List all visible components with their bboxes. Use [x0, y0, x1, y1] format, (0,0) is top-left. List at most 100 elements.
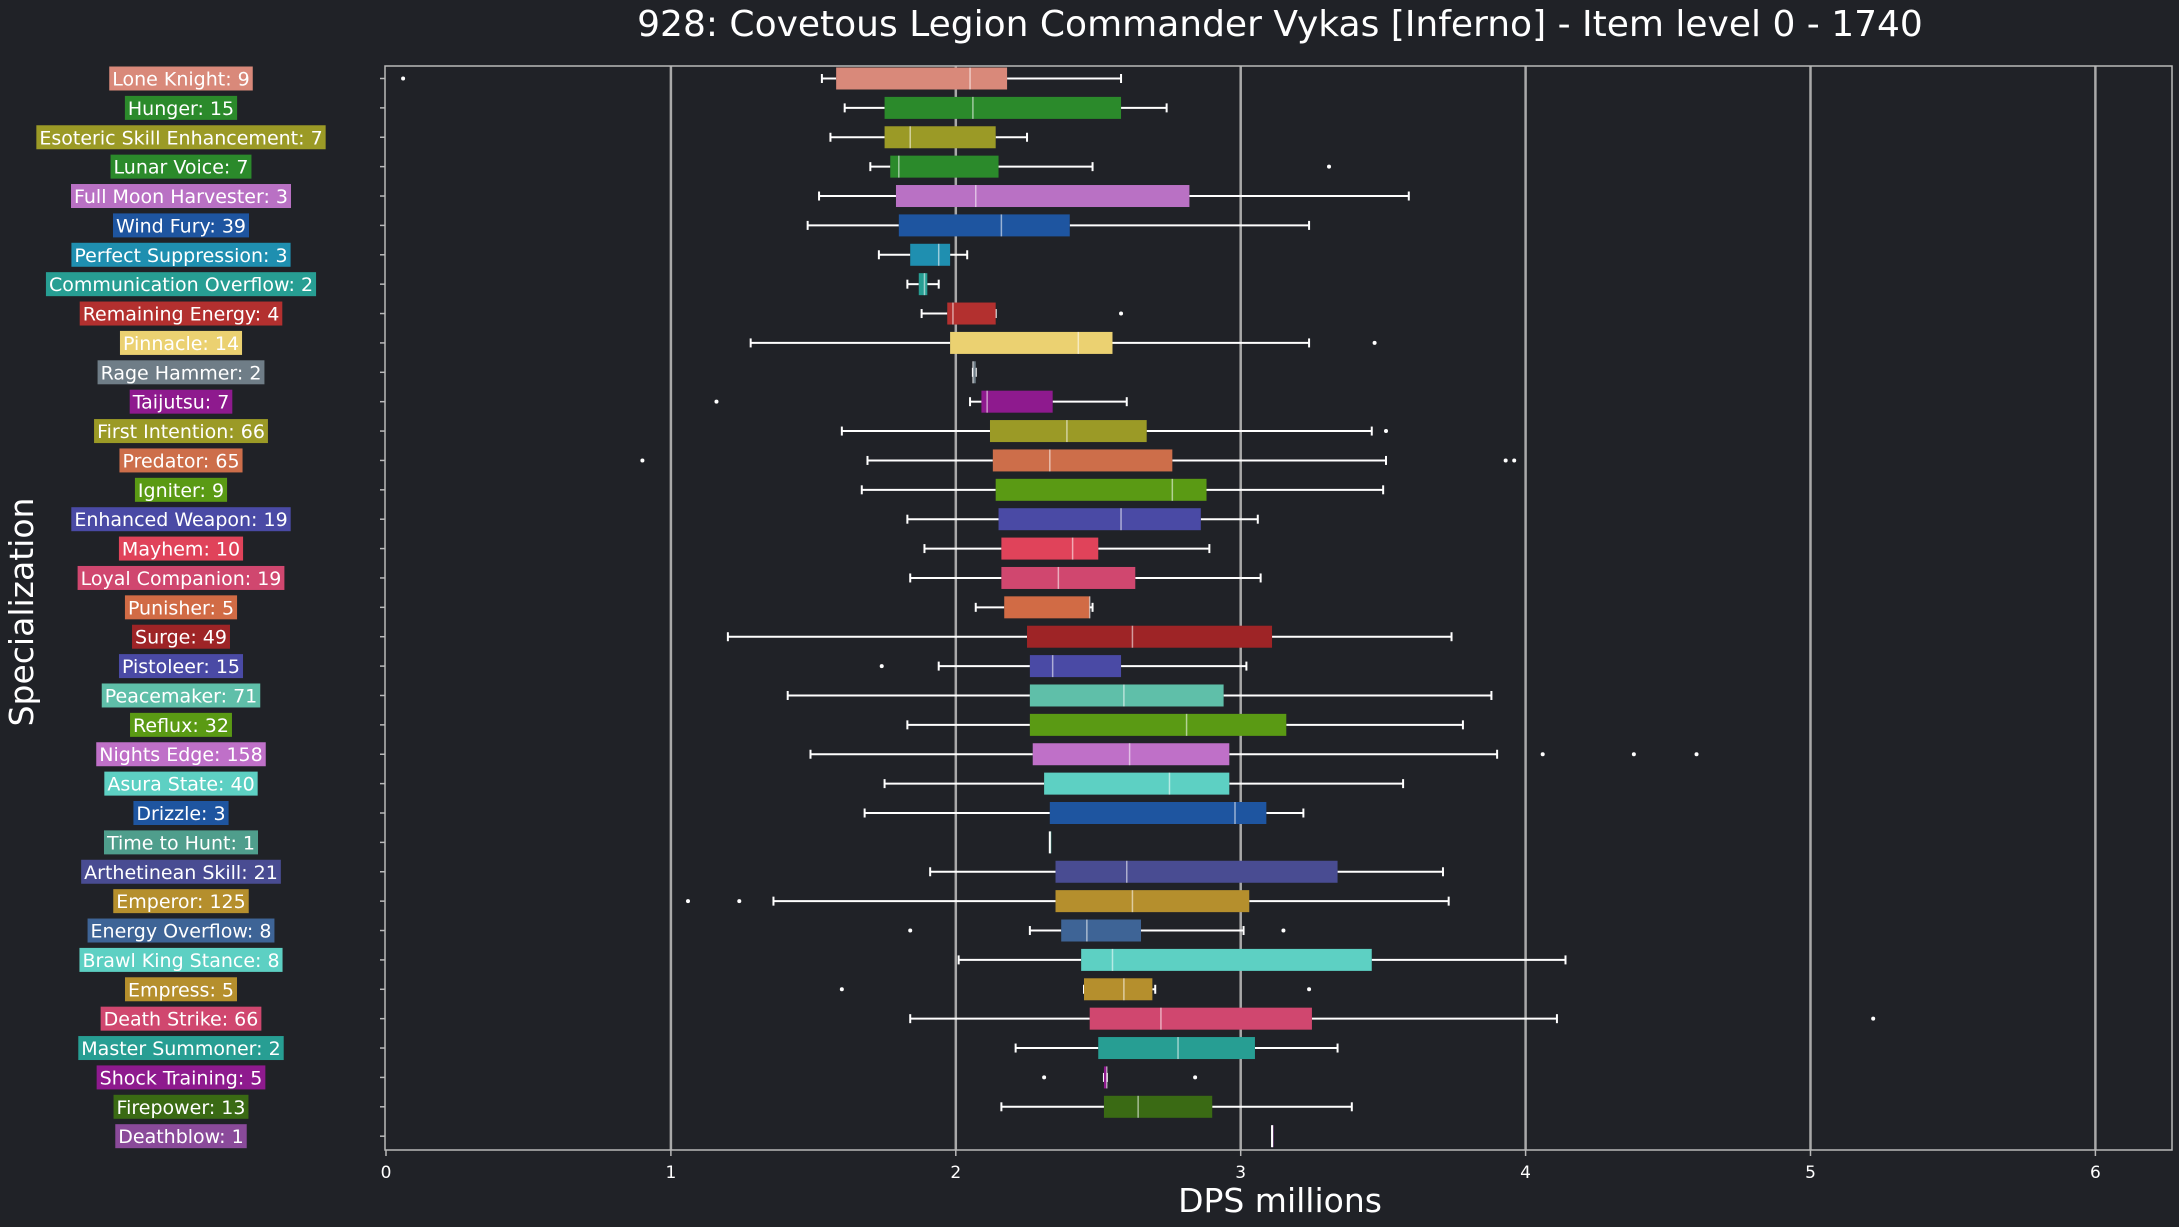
category-label-16: Mayhem: 10 — [118, 536, 244, 561]
box-iqr — [1044, 772, 1230, 795]
category-label-text: Punisher: 5 — [128, 597, 234, 619]
category-label-text: Firepower: 13 — [117, 1097, 246, 1119]
category-label-15: Enhanced Weapon: 19 — [71, 507, 291, 532]
category-label-27: Arthetinean Skill: 21 — [81, 859, 281, 884]
box-iqr — [947, 302, 996, 325]
box-iqr — [981, 390, 1053, 413]
category-label-text: Time to Hunt: 1 — [106, 832, 255, 854]
box-iqr — [1084, 978, 1153, 1001]
box-iqr — [1029, 713, 1287, 736]
box-iqr — [1081, 948, 1372, 971]
box-23 — [809, 743, 1699, 766]
box-32 — [909, 1007, 1876, 1030]
boxes-layer — [401, 67, 1876, 1148]
outlier-point — [1327, 164, 1332, 169]
category-label-bg — [71, 184, 291, 209]
outlier-point — [879, 664, 884, 669]
category-label-bg — [79, 947, 283, 972]
category-label-text: Wind Fury: 39 — [116, 215, 246, 237]
box-iqr — [890, 155, 999, 178]
category-label-bg — [133, 801, 229, 825]
box-0 — [401, 67, 1123, 90]
outlier-point — [1119, 311, 1124, 316]
box-iqr — [910, 243, 951, 266]
category-label-bg — [119, 448, 243, 473]
category-label-bg — [110, 154, 252, 179]
category-label-text: Death Strike: 66 — [104, 1009, 259, 1031]
box-5 — [806, 214, 1311, 237]
box-iqr — [972, 361, 976, 384]
x-axis-ticks: 0 1 2 3 4 5 6 — [380, 77, 2101, 1183]
category-label-text: Perfect Suppression: 3 — [74, 245, 287, 267]
box-36 — [1271, 1125, 1274, 1148]
category-label-11: Taijutsu: 7 — [129, 389, 233, 414]
category-label-bg — [104, 771, 258, 796]
box-iqr — [898, 214, 1070, 237]
outlier-point — [737, 899, 742, 904]
category-label-text: Surge: 49 — [135, 627, 227, 649]
box-29 — [908, 919, 1286, 942]
category-label-text: Nights Edge: 158 — [99, 744, 263, 766]
box-iqr — [1103, 1066, 1107, 1089]
category-label-3: Lunar Voice: 7 — [110, 154, 252, 179]
box-6 — [877, 243, 969, 266]
category-label-13: Predator: 65 — [119, 448, 243, 473]
outlier-point — [1281, 928, 1286, 933]
category-label-bg — [96, 742, 266, 767]
category-label-bg — [78, 1036, 284, 1061]
category-label-bg — [103, 830, 259, 855]
category-label-text: Enhanced Weapon: 19 — [74, 509, 287, 531]
box-iqr — [995, 478, 1207, 501]
outlier-point — [839, 987, 844, 992]
box-iqr — [1004, 596, 1090, 619]
box-11 — [714, 390, 1128, 413]
category-label-text: Reflux: 32 — [133, 715, 229, 737]
category-label-9: Pinnacle: 14 — [119, 330, 243, 355]
x-tick-label: 5 — [1805, 1163, 1816, 1183]
category-label-19: Surge: 49 — [132, 624, 230, 649]
box-iqr — [1029, 684, 1224, 707]
outlier-point — [1307, 987, 1312, 992]
box-iqr — [1032, 743, 1230, 766]
category-label-0: Lone Knight: 9 — [109, 66, 253, 91]
outlier-point — [640, 458, 645, 463]
box-26 — [1048, 831, 1052, 854]
box-9 — [749, 331, 1377, 354]
category-label-text: Empress: 5 — [128, 979, 234, 1001]
box-1 — [843, 96, 1168, 119]
category-label-bg — [109, 66, 253, 91]
box-19 — [726, 625, 1453, 648]
category-label-text: Drizzle: 3 — [136, 803, 225, 825]
box-20 — [879, 655, 1248, 678]
x-tick-label: 3 — [1235, 1163, 1246, 1183]
grid-layer — [669, 66, 2097, 1150]
y-axis-label: Specialization — [2, 498, 41, 727]
category-label-26: Time to Hunt: 1 — [103, 830, 259, 855]
category-label-17: Loyal Companion: 19 — [77, 565, 285, 590]
box-15 — [906, 508, 1259, 531]
category-label-34: Shock Training: 5 — [96, 1065, 266, 1090]
category-label-text: Mayhem: 10 — [122, 539, 240, 561]
box-iqr — [1089, 1007, 1312, 1030]
box-25 — [863, 802, 1305, 824]
box-3 — [869, 155, 1332, 178]
category-label-30: Brawl King Stance: 8 — [79, 947, 283, 972]
category-label-7: Communication Overflow: 2 — [45, 272, 317, 297]
category-label-bg — [100, 1006, 262, 1031]
category-label-text: Peacemaker: 71 — [105, 685, 258, 707]
box-iqr — [950, 331, 1113, 354]
category-label-bg — [119, 330, 243, 355]
category-label-bg — [134, 477, 228, 502]
category-label-bg — [97, 360, 265, 385]
category-label-bg — [94, 419, 268, 444]
box-31 — [839, 978, 1312, 1001]
category-label-text: Shock Training: 5 — [100, 1067, 263, 1089]
category-label-1: Hunger: 15 — [124, 95, 238, 120]
outlier-point — [1193, 1075, 1198, 1080]
outlier-point — [1503, 458, 1508, 463]
box-35 — [1000, 1095, 1353, 1118]
category-label-14: Igniter: 9 — [134, 477, 228, 502]
category-label-bg — [79, 301, 283, 326]
outlier-point — [1042, 1075, 1047, 1080]
